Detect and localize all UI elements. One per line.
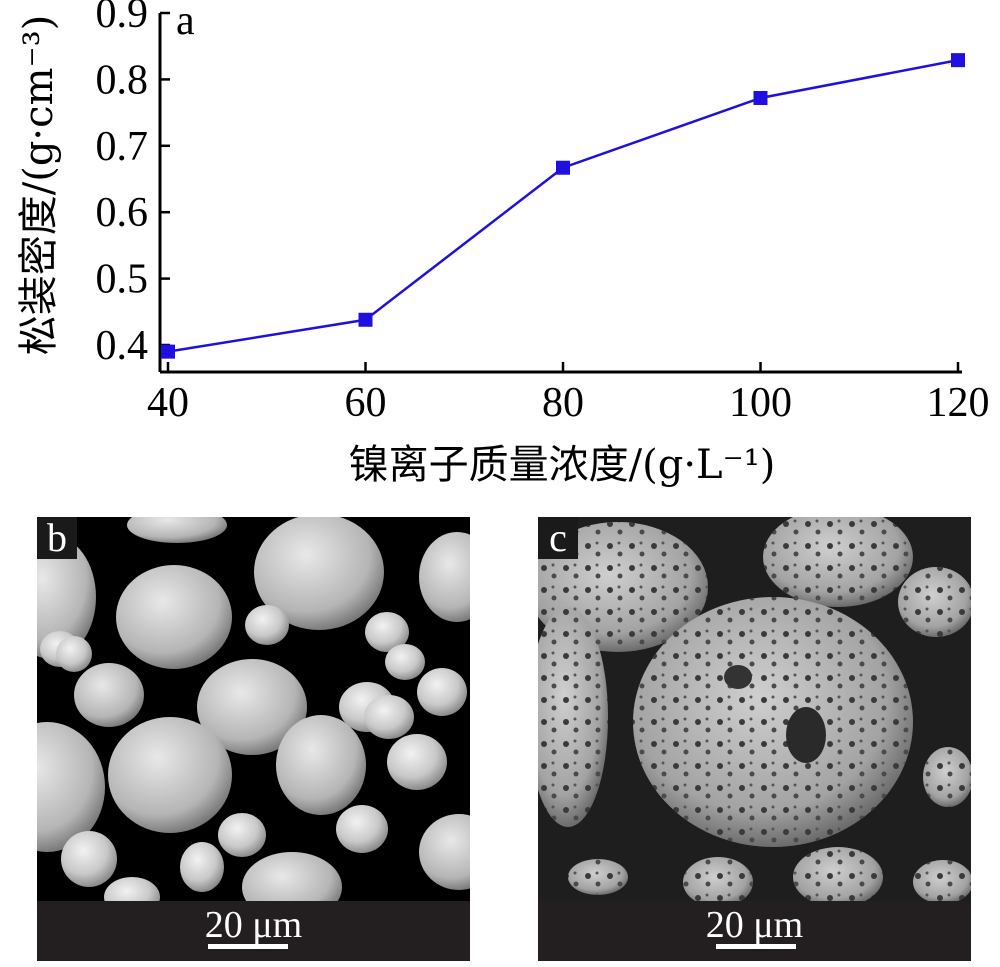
y-tick-label: 0.5 [96,257,149,303]
scale-bar-line-c [716,944,796,949]
scale-bar-line-b [208,944,288,949]
chart-a: 0.4 0.5 0.6 0.7 0.8 0.9 40 60 80 100 120 a 镍离子质量浓度… [16,0,990,488]
panel-label-b: b [37,517,77,559]
y-tick-label: 0.8 [96,57,149,103]
x-tick-label: 60 [345,380,387,426]
y-tick-label: 0.9 [96,0,149,37]
data-point-marker [161,344,175,359]
panel-label-a: a [176,0,195,44]
y-tick-label: 0.7 [96,124,149,170]
particle-micrograph-c [538,517,971,907]
x-tick-label: 40 [147,380,189,426]
scale-bar-label-c: 20 μm [705,904,804,946]
data-point-marker [951,53,965,68]
panel-label-c: c [538,517,578,559]
scale-bar-label-b: 20 μm [204,904,303,946]
data-point-marker [556,160,570,175]
series-line [167,58,959,353]
y-tick-label: 0.4 [96,323,149,369]
scale-bar-strip-c: 20 μm [538,901,971,961]
x-tick-label: 100 [729,380,792,426]
x-tick-label: 120 [927,380,990,426]
sem-image-c: c 20 μm [538,517,971,961]
y-axis-title: 松装密度/(g·cm⁻³) [16,15,62,356]
chart-ticks: 0.4 0.5 0.6 0.7 0.8 0.9 40 60 80 100 120 [96,0,990,426]
x-tick-label: 80 [542,380,584,426]
scale-bar-strip-b: 20 μm [37,901,470,961]
chart-axes [158,13,962,374]
x-axis-title: 镍离子质量浓度/(g·L⁻¹) [349,442,776,488]
particle-micrograph-b [37,517,470,922]
data-point-marker [753,90,768,105]
data-point-marker [358,312,373,327]
chart-series [161,53,965,359]
y-tick-label: 0.6 [96,190,149,236]
sem-image-b: b 20 μm [37,517,470,961]
